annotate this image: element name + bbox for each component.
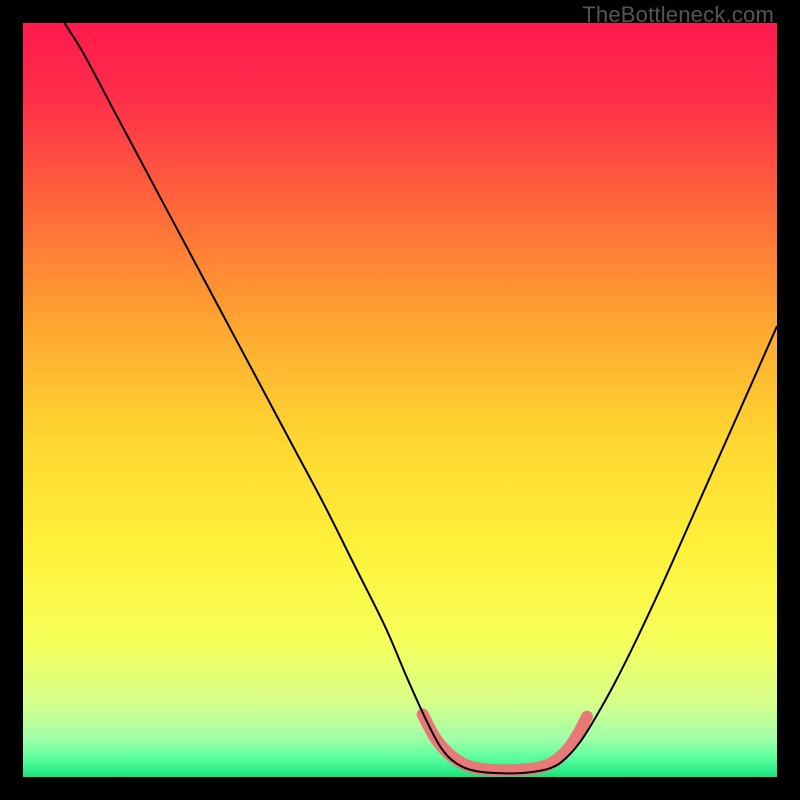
- watermark-text: TheBottleneck.com: [582, 2, 774, 28]
- plot-area: [23, 23, 777, 777]
- bottleneck-curve: [64, 23, 777, 773]
- chart-frame: TheBottleneck.com: [0, 0, 800, 800]
- curve-layer: [23, 23, 777, 777]
